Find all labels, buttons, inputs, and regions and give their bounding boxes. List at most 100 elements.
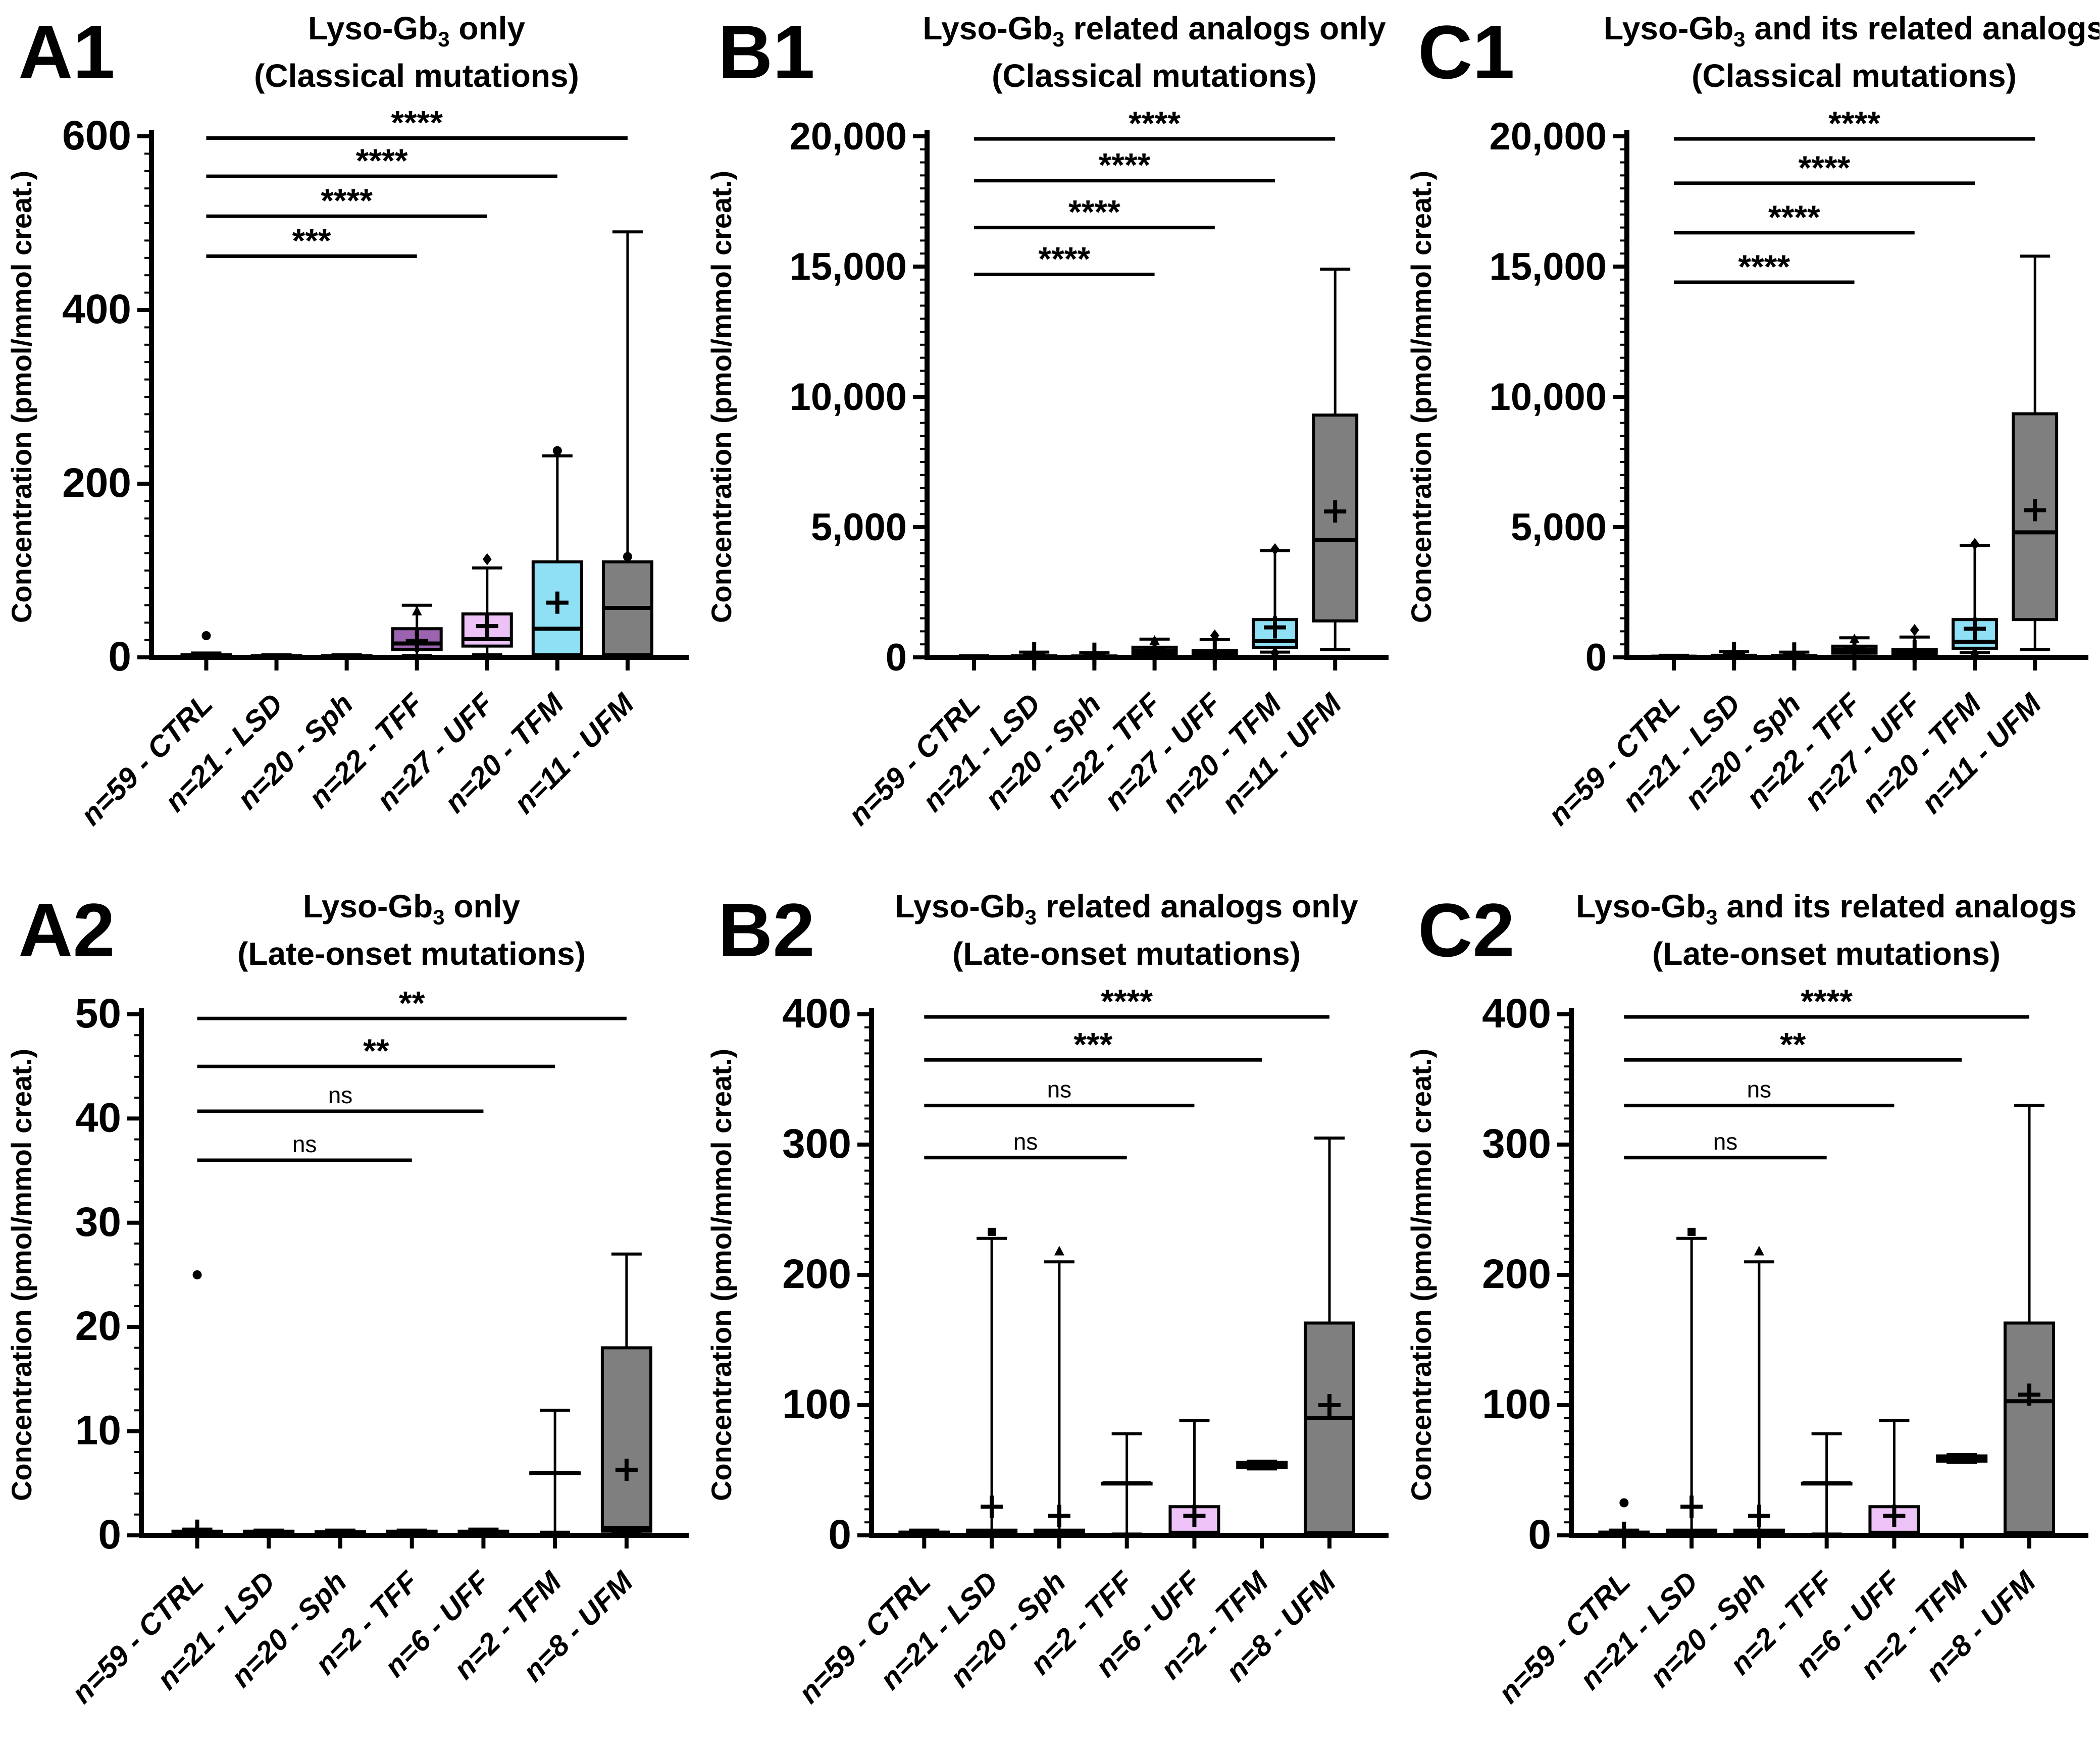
significance-label: ****	[321, 182, 373, 219]
outlier-dot	[552, 446, 562, 455]
panel-a2: A2 Lyso-Gb3 only (Late-onset mutations) 0 10…	[0, 878, 700, 1756]
significance-label: **	[399, 984, 425, 1021]
panel-title: Lyso-Gb3 related analogs only	[895, 888, 1358, 929]
outlier-diamond	[1210, 629, 1219, 642]
significance-label: ****	[391, 104, 443, 141]
y-tick-label: 200	[62, 460, 131, 506]
outlier-diamond	[1270, 647, 1280, 659]
panel-title: Lyso-Gb3 only	[303, 888, 520, 929]
panel-b1-canvas: B1 Lyso-Gb3 related analogs only (Classica…	[705, 10, 1389, 832]
significance-label: ****	[1768, 198, 1820, 236]
significance-label: ****	[1828, 105, 1880, 142]
outlier-triangle	[1149, 635, 1160, 645]
outlier-triangle	[1754, 1246, 1764, 1256]
outlier-square	[1687, 1227, 1696, 1236]
panel-letter: C2	[1418, 888, 1515, 972]
panel-title: Lyso-Gb3 and its related analogs	[1604, 10, 2099, 51]
significance-label: ****	[1101, 983, 1153, 1020]
y-tick-label: 20,000	[790, 115, 907, 158]
significance-label: ns	[1013, 1128, 1038, 1155]
panel-subtitle: (Late-onset mutations)	[1652, 936, 2001, 972]
significance-label: ns	[1713, 1128, 1738, 1155]
y-tick-label: 400	[1482, 991, 1551, 1037]
panel-title: Lyso-Gb3 only	[308, 10, 525, 51]
y-tick-label: 40	[75, 1095, 121, 1141]
outlier-triangle	[1054, 1246, 1064, 1256]
panel-subtitle: (Late-onset mutations)	[237, 936, 586, 972]
y-tick-label: 20,000	[1490, 115, 1607, 158]
y-tick-label: 5,000	[811, 506, 907, 549]
y-tick-label: 600	[62, 113, 131, 159]
y-tick-label: 10,000	[1490, 376, 1607, 419]
panel-subtitle: (Classical mutations)	[254, 58, 579, 94]
significance-label: ****	[356, 142, 408, 179]
significance-label: ns	[1047, 1076, 1072, 1103]
panel-c2: C2 Lyso-Gb3 and its related analogs (Late-…	[1400, 878, 2099, 1756]
y-tick-label: 50	[75, 991, 121, 1037]
significance-label: ****	[1738, 248, 1790, 285]
y-tick-label: 15,000	[1490, 245, 1607, 288]
y-tick-label: 0	[828, 1512, 851, 1558]
panel-title: Lyso-Gb3 and its related analogs	[1576, 888, 2077, 929]
panel-b1: B1 Lyso-Gb3 related analogs only (Classica…	[700, 0, 1400, 878]
y-tick-label: 0	[98, 1512, 121, 1558]
significance-label: ****	[1068, 193, 1120, 231]
y-axis-label: Concentration (pmol/mmol creat.)	[6, 1049, 37, 1501]
panel-subtitle: (Classical mutations)	[992, 58, 1317, 94]
significance-label: ***	[292, 222, 331, 259]
significance-label: ****	[1799, 149, 1851, 186]
significance-label: **	[1780, 1025, 1806, 1063]
y-tick-label: 0	[886, 636, 907, 679]
y-tick-label: 100	[1482, 1381, 1551, 1427]
y-tick-label: 0	[108, 634, 131, 680]
y-tick-label: 100	[782, 1381, 851, 1427]
panel-letter: B2	[718, 888, 815, 972]
significance-label: ns	[292, 1131, 317, 1157]
significance-label: ns	[1747, 1076, 1772, 1103]
outlier-diamond	[1910, 624, 1919, 636]
outlier-diamond	[1270, 543, 1280, 555]
outlier-square	[988, 1227, 996, 1236]
panel-subtitle: (Late-onset mutations)	[952, 936, 1301, 972]
outlier-dot	[1619, 1498, 1629, 1508]
y-axis-label: Concentration (pmol/mmol creat.)	[705, 171, 737, 623]
panel-c2-canvas: C2 Lyso-Gb3 and its related analogs (Late-…	[1405, 888, 2088, 1710]
outlier-diamond	[482, 553, 492, 565]
panel-b2-canvas: B2 Lyso-Gb3 related analogs only (Late-ons…	[705, 888, 1389, 1710]
box	[600, 1346, 652, 1533]
significance-label: ns	[328, 1082, 353, 1108]
panel-letter: A2	[18, 888, 115, 972]
y-tick-label: 300	[1482, 1121, 1551, 1167]
y-tick-label: 300	[782, 1121, 851, 1167]
y-tick-label: 0	[1585, 636, 1607, 679]
outlier-triangle	[412, 605, 422, 615]
significance-label: ****	[1129, 105, 1181, 142]
y-tick-label: 200	[782, 1251, 851, 1297]
box	[1303, 1321, 1355, 1534]
outlier-diamond	[1970, 538, 1980, 550]
panel-title: Lyso-Gb3 related analogs only	[923, 10, 1386, 51]
y-axis-label: Concentration (pmol/mmol creat.)	[1405, 1049, 1437, 1501]
y-tick-label: 15,000	[790, 245, 907, 288]
panel-letter: A1	[18, 10, 115, 94]
panel-letter: B1	[718, 10, 815, 94]
panel-c1-canvas: C1 Lyso-Gb3 and its related analogs (Class…	[1405, 10, 2099, 832]
panel-c1: C1 Lyso-Gb3 and its related analogs (Class…	[1400, 0, 2099, 878]
outlier-dot	[201, 631, 211, 640]
y-tick-label: 10,000	[790, 376, 907, 419]
significance-label: **	[363, 1032, 389, 1069]
significance-label: ****	[1099, 146, 1151, 184]
panel-subtitle: (Classical mutations)	[1692, 58, 2017, 94]
panel-b2: B2 Lyso-Gb3 related analogs only (Late-ons…	[700, 878, 1400, 1756]
significance-label: ****	[1801, 983, 1853, 1020]
panel-a1-canvas: A1 Lyso-Gb3 only (Classical mutations) 0 200…	[6, 10, 689, 832]
y-tick-label: 200	[1482, 1251, 1551, 1297]
y-axis-label: Concentration (pmol/mmol creat.)	[705, 1049, 737, 1501]
box	[2003, 1321, 2055, 1534]
y-tick-label: 5,000	[1511, 506, 1607, 549]
significance-label: ***	[1073, 1025, 1112, 1063]
outlier-dot	[192, 1270, 202, 1279]
outlier-triangle	[1849, 633, 1860, 643]
box	[1312, 414, 1359, 623]
